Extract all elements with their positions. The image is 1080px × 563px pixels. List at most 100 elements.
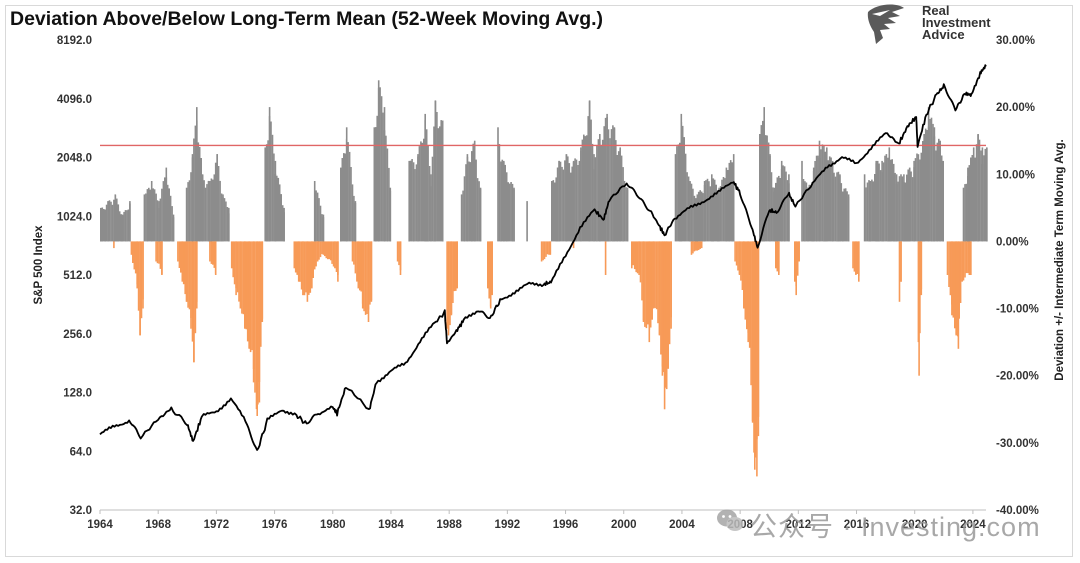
positive-deviation-bar [439, 126, 441, 242]
positive-deviation-bar [964, 184, 966, 242]
positive-deviation-bar [220, 193, 223, 242]
positive-deviation-bar [153, 189, 156, 242]
chart-frame [5, 5, 1073, 557]
positive-deviation-bar [504, 164, 506, 242]
negative-deviation-bar [356, 241, 358, 282]
negative-deviation-bar [360, 241, 362, 292]
positive-deviation-bar [705, 180, 707, 242]
positive-deviation-bar [159, 198, 162, 242]
positive-deviation-bar [904, 182, 907, 242]
positive-deviation-bar [625, 187, 627, 242]
logo-line-2: Investment [922, 15, 991, 30]
negative-deviation-bar [185, 241, 188, 302]
negative-deviation-bar [747, 241, 749, 343]
negative-deviation-bar [370, 241, 373, 302]
negative-deviation-bar [212, 241, 214, 265]
negative-deviation-bar [744, 241, 747, 320]
negative-deviation-bar [638, 241, 640, 275]
sp500-line-group [99, 64, 987, 451]
negative-deviation-bar [631, 241, 633, 269]
positive-deviation-bar [164, 177, 166, 242]
positive-deviation-bar [424, 113, 426, 242]
negative-deviation-bar [644, 241, 646, 327]
positive-deviation-bar [846, 191, 848, 242]
positive-deviation-bar [623, 180, 626, 242]
positive-deviation-bar [802, 179, 805, 242]
negative-deviation-bar [952, 241, 955, 318]
positive-deviation-bar [162, 181, 165, 242]
negative-deviation-bar [748, 241, 751, 348]
positive-deviation-bar [114, 194, 117, 242]
positive-deviation-bar [933, 127, 936, 242]
positive-deviation-bar [273, 153, 275, 242]
negative-deviation-bar [190, 241, 192, 329]
negative-deviation-bar [962, 241, 965, 281]
watermark: 公众号 · Investing.com [716, 505, 1056, 542]
negative-deviation-bar [920, 241, 923, 296]
negative-deviation-bar [324, 241, 326, 257]
positive-deviation-bar [926, 130, 928, 242]
positive-deviation-bar [713, 179, 716, 242]
positive-deviation-bar [150, 181, 153, 242]
negative-deviation-bar [322, 241, 325, 255]
negative-deviation-bar [357, 241, 360, 289]
negative-deviation-bar [296, 241, 298, 275]
positive-deviation-bar [201, 174, 204, 242]
negative-deviation-bar [398, 241, 400, 266]
positive-deviation-bar [681, 125, 684, 242]
positive-deviation-bar [212, 179, 214, 242]
positive-deviation-bar [823, 145, 825, 242]
negative-deviation-bar [256, 241, 258, 416]
negative-deviation-bar [488, 241, 490, 299]
positive-deviation-bar [834, 176, 837, 242]
negative-deviation-bar [261, 241, 264, 322]
negative-deviation-bar [161, 241, 163, 275]
positive-deviation-bar [217, 166, 220, 242]
x-axis-tick-label: 1984 [378, 519, 404, 531]
positive-deviation-bar [569, 172, 572, 242]
negative-deviation-bar [130, 241, 133, 255]
positive-deviation-bar [565, 154, 568, 242]
positive-deviation-bar [619, 147, 621, 242]
positive-deviation-bar [711, 174, 713, 242]
positive-deviation-bar [383, 107, 386, 242]
positive-deviation-bar [321, 214, 323, 242]
left-axis-tick-label: 8192.0 [57, 35, 92, 47]
positive-deviation-bar [222, 194, 224, 242]
negative-deviation-bar [238, 241, 240, 302]
negative-deviation-bar [188, 241, 191, 310]
positive-deviation-bar [922, 141, 924, 242]
positive-deviation-bar [585, 135, 588, 242]
negative-deviation-bar [214, 241, 217, 275]
negative-deviation-bar [696, 241, 699, 251]
positive-deviation-bar [204, 187, 207, 242]
positive-deviation-bar [558, 160, 560, 242]
negative-deviation-bar [670, 241, 672, 329]
negative-deviation-bar [325, 241, 328, 259]
negative-deviation-bar [366, 241, 368, 314]
positive-deviation-bar [594, 157, 597, 242]
positive-deviation-bar [350, 167, 352, 242]
negative-deviation-bar [335, 241, 338, 272]
positive-deviation-bar [686, 172, 688, 242]
negative-deviation-bar [132, 241, 134, 263]
positive-deviation-bar [900, 174, 902, 242]
positive-deviation-bar [117, 204, 120, 242]
negative-deviation-bar [455, 241, 457, 291]
positive-deviation-bar [124, 210, 127, 242]
negative-deviation-bar [632, 241, 635, 266]
positive-deviation-bar [728, 162, 731, 242]
positive-deviation-bar [890, 159, 892, 242]
positive-deviation-bar [345, 127, 348, 242]
positive-deviation-bar [875, 160, 877, 242]
negative-deviation-bar [137, 241, 140, 311]
positive-deviation-bar [759, 134, 761, 242]
negative-deviation-bar [655, 241, 658, 310]
negative-deviation-bar [734, 241, 736, 262]
positive-deviation-bar [826, 147, 828, 242]
positive-deviation-bar [322, 214, 325, 242]
x-axis-tick-label: 1992 [495, 519, 521, 531]
negative-deviation-bar [359, 241, 361, 291]
positive-deviation-bar [206, 184, 208, 242]
